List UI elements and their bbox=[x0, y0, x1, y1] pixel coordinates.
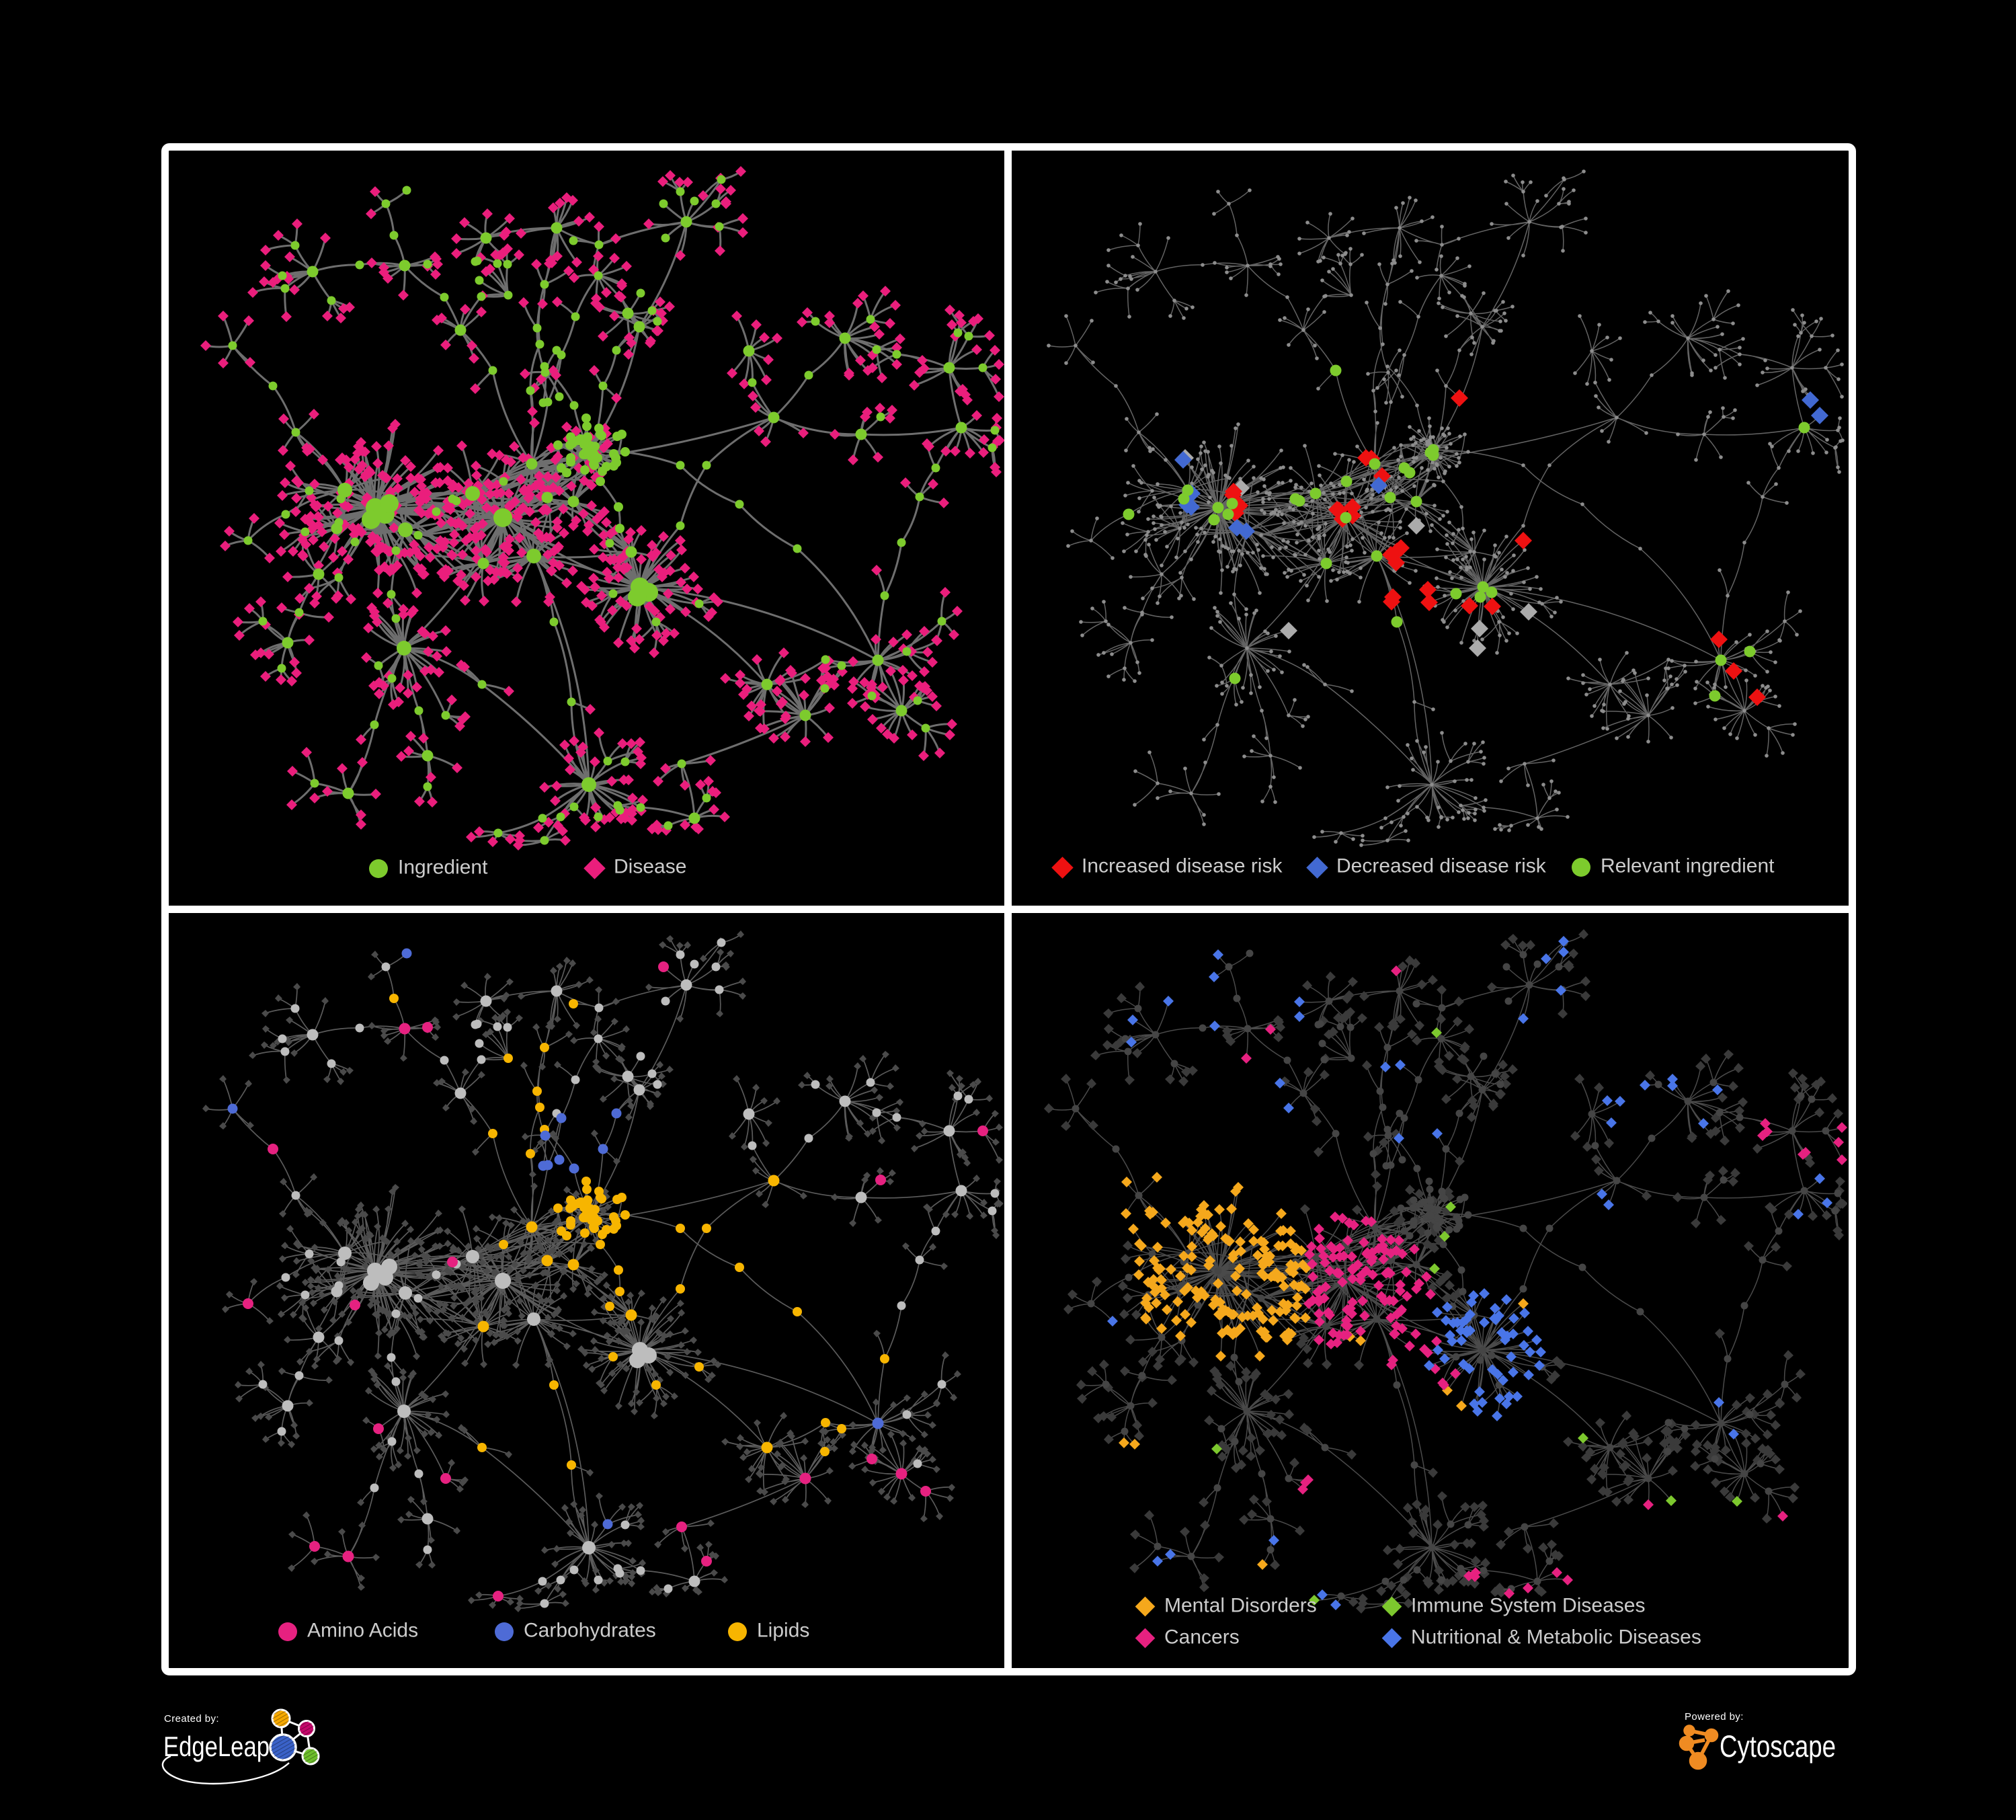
svg-text:Cytoscape: Cytoscape bbox=[1720, 1729, 1836, 1764]
svg-text:EdgeLeap: EdgeLeap bbox=[163, 1731, 270, 1762]
